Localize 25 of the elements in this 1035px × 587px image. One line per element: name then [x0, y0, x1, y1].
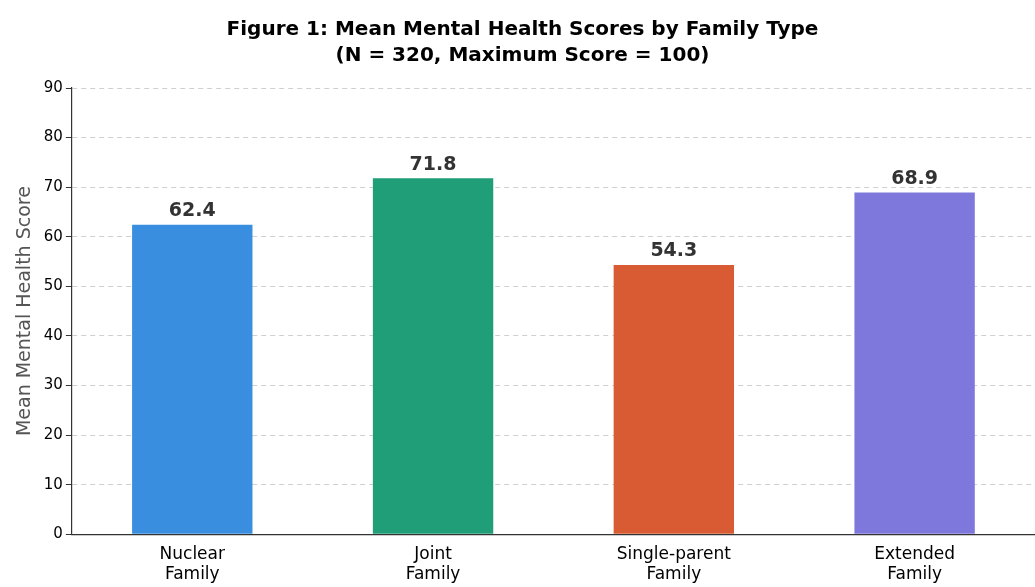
chart-subtitle: (N = 320, Maximum Score = 100) — [335, 42, 710, 67]
data-label: 71.8 — [409, 151, 457, 174]
bar — [132, 224, 253, 534]
y-tick-label: 70 — [43, 177, 63, 196]
y-tick-label: 30 — [43, 375, 63, 394]
y-tick-label: 40 — [43, 325, 63, 344]
y-tick-label: 60 — [43, 226, 63, 245]
bar — [372, 178, 494, 534]
x-tick-label: Joint Family — [405, 542, 461, 584]
y-tick-label: 10 — [43, 474, 63, 493]
y-tick-label: 80 — [43, 127, 63, 146]
data-label: 62.4 — [168, 198, 216, 221]
y-tick-label: 90 — [43, 77, 63, 96]
y-tick-label: 20 — [43, 424, 63, 443]
data-label: 68.9 — [891, 166, 939, 189]
bar — [613, 264, 735, 534]
y-tick-label: 0 — [53, 524, 63, 543]
y-tick-label: 50 — [43, 276, 63, 295]
bar — [854, 192, 975, 534]
x-tick-label: Single-parent Family — [616, 542, 732, 584]
chart-title: Figure 1: Mean Mental Health Scores by Family Type — [226, 16, 819, 41]
data-label: 54.3 — [650, 238, 698, 261]
y-axis-title: Mean Mental Health Score — [12, 186, 35, 437]
x-tick-label: Nuclear Family — [159, 542, 225, 584]
x-tick-label: Extended Family — [874, 542, 955, 584]
